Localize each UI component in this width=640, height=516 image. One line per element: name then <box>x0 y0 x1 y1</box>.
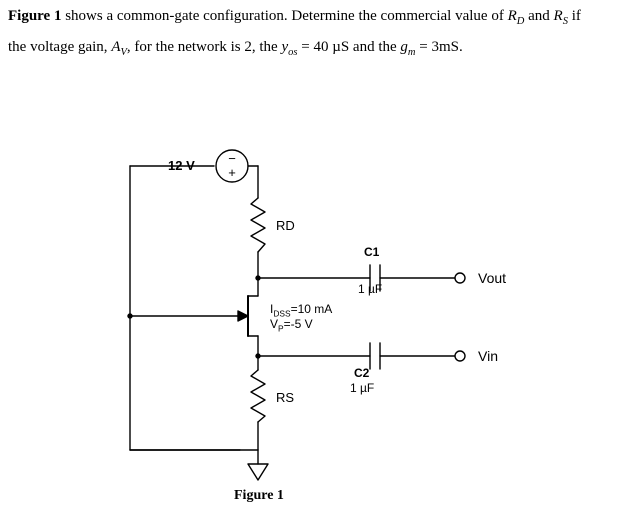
vin-label: Vin <box>478 348 498 364</box>
svg-text:+: + <box>228 165 236 180</box>
vout-label: Vout <box>478 270 506 286</box>
fig-ref: Figure 1 <box>8 8 61 24</box>
supply-label: 12 V <box>168 158 195 173</box>
circuit-figure: − + 12 V RD IDSS=10 mA VP=-5 V C1 1 µF C… <box>0 120 640 516</box>
svg-text:−: − <box>228 151 236 166</box>
c2-value: 1 µF <box>350 381 374 395</box>
vp-label: VP=-5 V <box>270 317 313 333</box>
c1-label: C1 <box>364 245 379 259</box>
figure-caption: Figure 1 <box>234 488 284 504</box>
rd-label: RD <box>276 218 295 233</box>
problem-statement: Figure 1 shows a common-gate configurati… <box>8 4 632 66</box>
c1-value: 1 µF <box>358 282 382 296</box>
rs-label: RS <box>276 390 294 405</box>
idss-label: IDSS=10 mA <box>270 302 332 318</box>
c2-label: C2 <box>354 366 369 380</box>
